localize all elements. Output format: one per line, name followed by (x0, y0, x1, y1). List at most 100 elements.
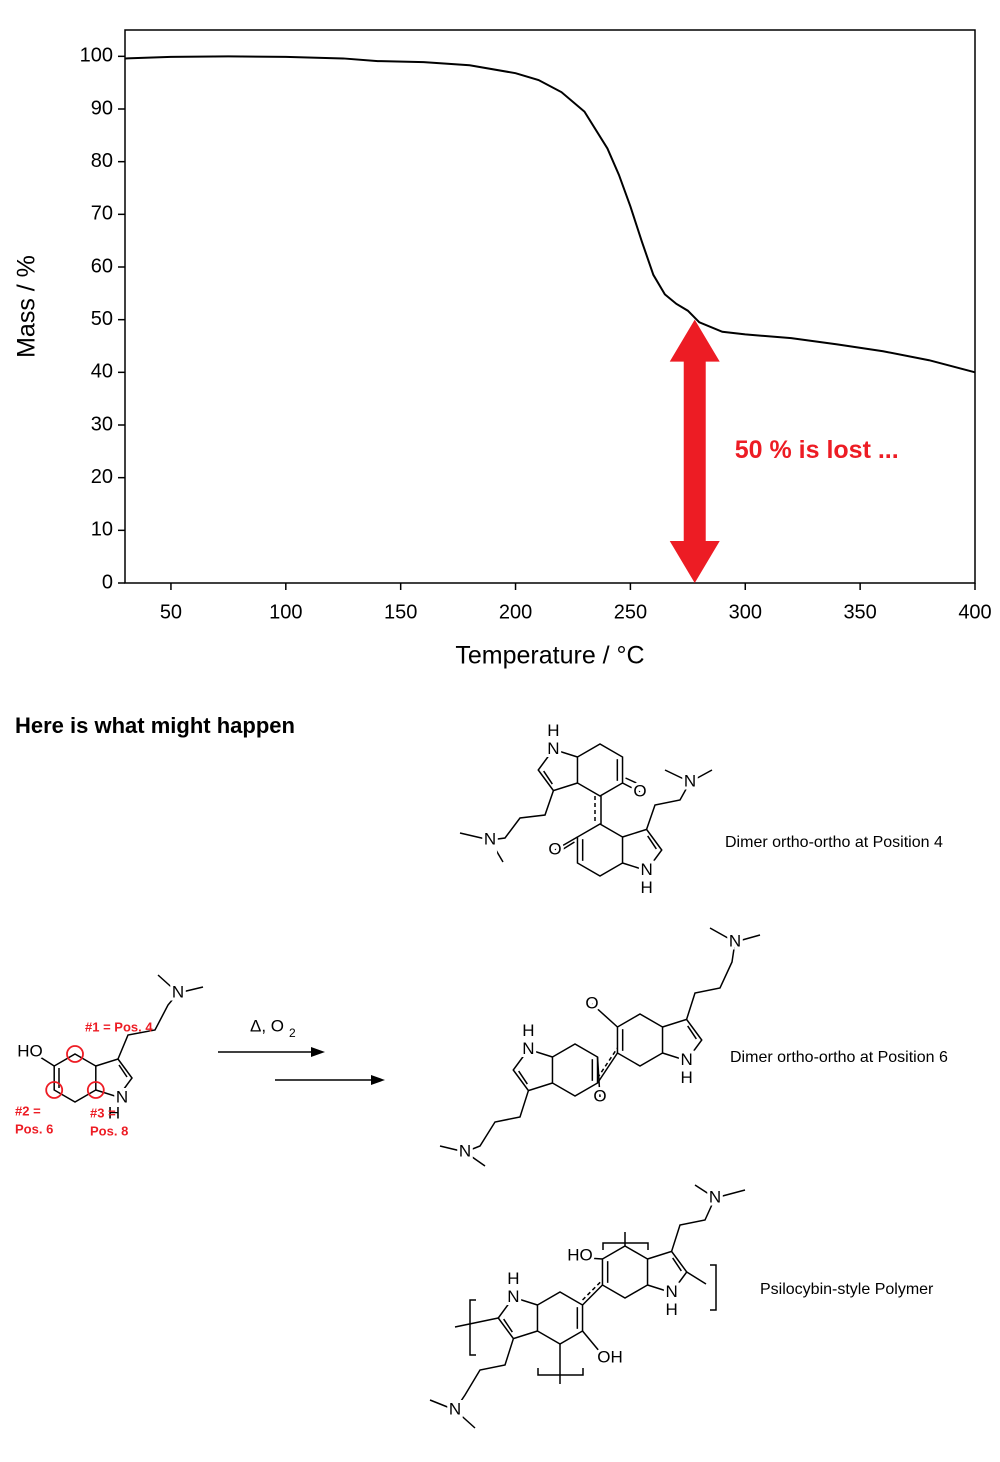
bond (710, 1264, 717, 1311)
atom-label: O (633, 781, 646, 800)
annotation-text: 50 % is lost ... (735, 436, 899, 464)
atom-label: O (585, 993, 598, 1012)
bond (464, 1151, 486, 1167)
bond (489, 790, 555, 841)
x-tick-label: 350 (843, 601, 876, 623)
site-label: #1 = Pos. 4 (85, 1019, 153, 1034)
atom-label: N (484, 829, 496, 848)
bond (439, 1145, 466, 1153)
site-label: Pos. 6 (15, 1121, 53, 1136)
bond (554, 836, 578, 851)
y-tick-label: 30 (91, 413, 113, 435)
bond (662, 1018, 703, 1062)
atom-label: N (449, 1399, 461, 1418)
atom-label: HO (567, 1245, 593, 1264)
y-tick-label: 40 (91, 361, 113, 383)
bond (459, 832, 491, 841)
y-tick-label: 100 (80, 45, 113, 67)
bond (454, 1338, 515, 1411)
bond (582, 1284, 603, 1306)
bond (469, 1299, 476, 1356)
y-tick-label: 10 (91, 519, 113, 541)
bond (596, 1052, 619, 1084)
site-marker (86, 1081, 105, 1099)
bond (39, 1056, 55, 1067)
bond (157, 974, 179, 994)
site-label: #3 = (90, 1105, 116, 1120)
bond (714, 1189, 746, 1199)
atom-label: N (640, 860, 652, 879)
arrow-head (311, 1047, 325, 1057)
conditions-subscript: 2 (289, 1026, 296, 1040)
atom-label: H (665, 1300, 677, 1319)
bond (685, 941, 736, 1020)
atom-label: OH (597, 1347, 623, 1366)
y-tick-label: 80 (91, 150, 113, 172)
product-caption: Psilocybin-style Polymer (760, 1281, 934, 1298)
bond (512, 1048, 553, 1092)
atom-label: N (522, 1039, 534, 1058)
bond (429, 1399, 456, 1411)
bond (686, 1271, 707, 1285)
plot-frame (124, 29, 976, 584)
bond (622, 782, 641, 793)
site-label: Pos. 8 (90, 1123, 128, 1138)
bond (622, 828, 663, 872)
bond (616, 1013, 664, 1067)
x-tick-label: 300 (729, 601, 762, 623)
site-label: #2 = (15, 1103, 41, 1118)
bond (694, 1184, 716, 1199)
x-tick-label: 100 (269, 601, 302, 623)
y-axis-title: Mass / % (13, 255, 41, 358)
bond (117, 992, 179, 1060)
atom-label: N (459, 1141, 471, 1160)
atom-label: O (548, 839, 561, 858)
atom-label: N (680, 1050, 692, 1069)
bond (454, 1409, 476, 1429)
y-tick-label: 60 (91, 255, 113, 277)
atom-label: N (729, 931, 741, 950)
y-tick-label: 20 (91, 466, 113, 488)
atom-label: H (680, 1068, 692, 1087)
atom-label: H (547, 721, 559, 740)
bond (489, 839, 504, 863)
y-tick-label: 0 (102, 571, 113, 593)
bond (582, 1279, 603, 1301)
bond (576, 743, 624, 797)
bond (734, 934, 761, 943)
bond (709, 927, 736, 943)
atom-label: N (665, 1282, 677, 1301)
bond (118, 1064, 128, 1078)
atom-label: O (593, 1086, 606, 1105)
atom-label: N (172, 982, 184, 1001)
bond (537, 748, 578, 792)
product-caption: Dimer ortho-ortho at Position 6 (730, 1049, 948, 1066)
bond (464, 1090, 530, 1153)
data-line (124, 55, 976, 374)
arrow-head (371, 1075, 385, 1085)
product-caption: Dimer ortho-ortho at Position 4 (725, 834, 943, 851)
site-marker (45, 1081, 64, 1099)
atom-label: H (640, 878, 652, 897)
annotation-arrow (669, 319, 720, 583)
x-tick-label: 50 (160, 601, 182, 623)
atom-label: N (684, 771, 696, 790)
y-tick-label: 90 (91, 97, 113, 119)
x-axis-title: Temperature / °C (455, 642, 644, 670)
x-tick-label: 400 (958, 601, 991, 623)
bond (581, 1330, 601, 1353)
bond (601, 1245, 649, 1299)
bond (543, 770, 553, 785)
bond (518, 1070, 528, 1085)
atom-label: H (108, 1103, 120, 1122)
bond (503, 1318, 513, 1333)
y-tick-label: 50 (91, 308, 113, 330)
atom-label: H (507, 1269, 519, 1288)
bond (647, 835, 657, 850)
bond (536, 1291, 584, 1345)
atom-label: N (116, 1087, 128, 1106)
bond (591, 1003, 618, 1028)
conditions: Δ, O (250, 1016, 284, 1035)
bond (687, 1025, 697, 1040)
scheme-heading: Here is what might happen (15, 713, 295, 738)
